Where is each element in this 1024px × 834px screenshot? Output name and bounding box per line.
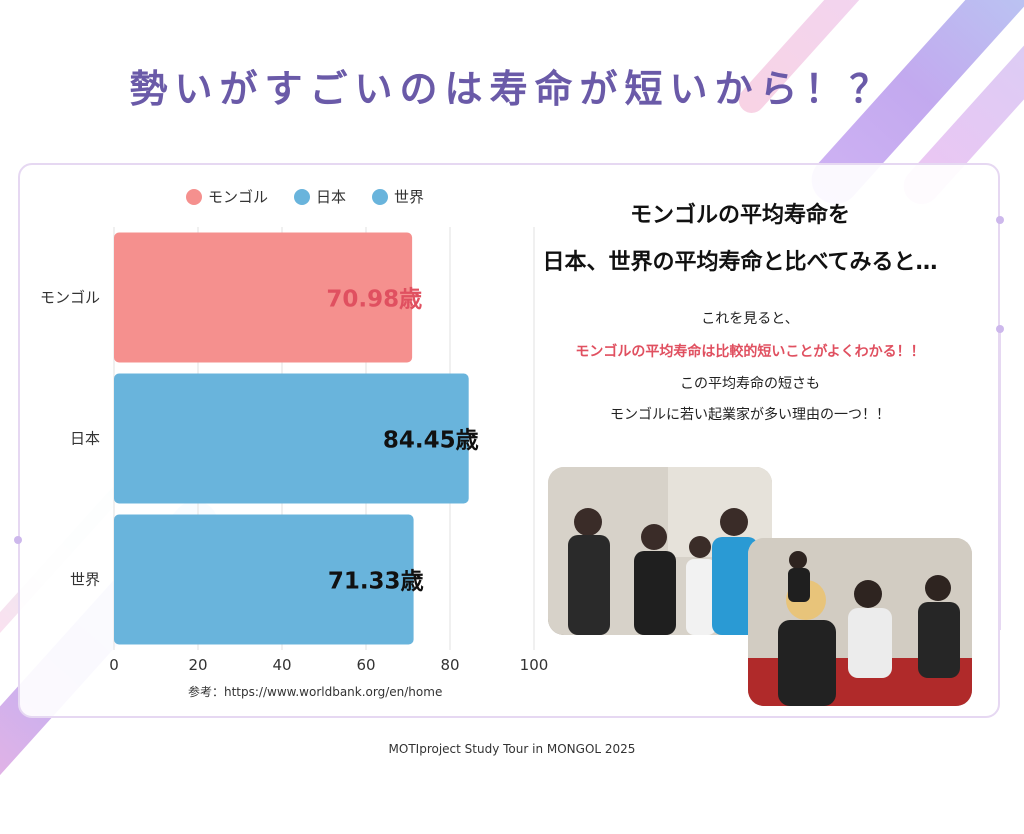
x-tick-label: 40 (272, 656, 291, 674)
data-label: 84.45歳 (383, 428, 479, 454)
panel-accent-line (999, 330, 1001, 630)
panel-accent-dot (14, 536, 22, 544)
legend-swatch (372, 188, 389, 205)
panel-accent-line (18, 360, 20, 540)
bar-2 (114, 514, 414, 645)
right-heading-line2: 日本、世界の平均寿命と比べてみると… (542, 250, 938, 275)
highlight-text-line: モンゴルの平均寿命は比較的短いことがよくわかる！！ (575, 344, 925, 360)
legend-item-japan: 日本 (294, 186, 346, 207)
right-heading-line1: モンゴルの平均寿命を (629, 203, 850, 228)
legend-item-world: 世界 (372, 186, 424, 207)
body-text-line: これを見ると、 (701, 311, 799, 327)
bar-1 (114, 373, 469, 504)
x-tick-label: 100 (520, 656, 549, 674)
body-text-line: モンゴルに若い起業家が多い理由の一つ！！ (610, 407, 890, 423)
legend-item-mongolia: モンゴル (186, 186, 268, 207)
body-text-line: この平均寿命の短さも (680, 376, 820, 392)
category-label: 日本 (70, 430, 100, 448)
legend-label: モンゴル (208, 188, 269, 206)
panel-accent-dot (996, 216, 1004, 224)
source-note: 参考：https://www.worldbank.org/en/home (188, 685, 443, 699)
data-label: 70.98歳 (326, 287, 422, 313)
event-photo (548, 467, 772, 635)
event-photo (748, 538, 972, 706)
x-tick-label: 0 (109, 656, 119, 674)
x-tick-label: 20 (188, 656, 207, 674)
people-photo-illustration (548, 467, 772, 635)
legend-swatch (294, 188, 311, 205)
chart-legend: モンゴル 日本 世界 (186, 186, 424, 207)
data-label: 71.33歳 (328, 569, 424, 595)
panel-accent-dot (996, 325, 1004, 333)
category-label: モンゴル (40, 289, 100, 307)
category-label: 世界 (70, 571, 100, 589)
footer-text: MOTIproject Study Tour in MONGOL 2025 (388, 742, 636, 756)
page-title: 勢いがすごいのは寿命が短いから！？ (129, 67, 895, 111)
people-photo-illustration (748, 538, 972, 706)
legend-swatch (186, 188, 202, 205)
x-tick-label: 60 (356, 656, 375, 674)
legend-label: 日本 (316, 188, 347, 206)
x-tick-label: 80 (440, 656, 459, 674)
legend-label: 世界 (394, 188, 425, 206)
bar-0 (114, 232, 413, 363)
